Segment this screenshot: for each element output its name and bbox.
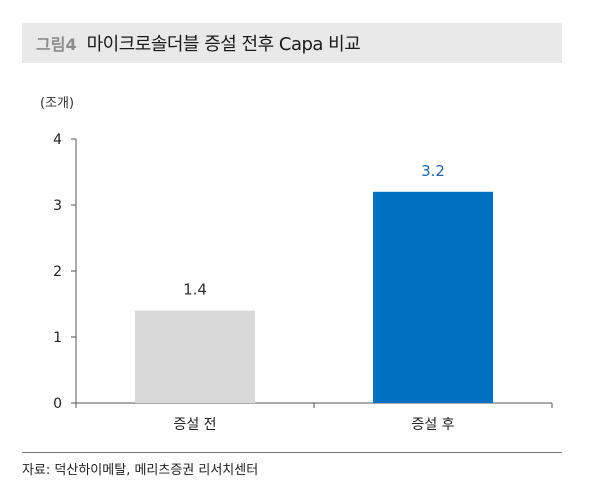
x-category-label: 증설 전 (173, 417, 216, 433)
figure-number: 그림4 (36, 35, 77, 54)
y-tick-label: 0 (53, 396, 62, 412)
bar (373, 191, 493, 403)
bar-value-label: 3.2 (421, 162, 445, 180)
x-category-label: 증설 후 (411, 417, 454, 433)
y-tick-label: 1 (53, 330, 62, 346)
y-tick-label: 2 (53, 264, 62, 280)
bar-value-label: 1.4 (183, 281, 207, 299)
y-tick-label: 4 (53, 132, 62, 148)
y-axis-unit-label: (조개) (40, 96, 75, 111)
figure-title-bar: 그림4 마이크로솔더블 증설 전후 Capa 비교 (22, 23, 562, 63)
y-tick-label: 3 (53, 198, 62, 214)
source-note: 자료: 덕산하이메탈, 메리츠증권 리서치센터 (22, 463, 259, 478)
figure-title: 마이크로솔더블 증설 전후 Capa 비교 (86, 34, 361, 55)
source-divider (22, 452, 562, 453)
bar (135, 310, 255, 403)
